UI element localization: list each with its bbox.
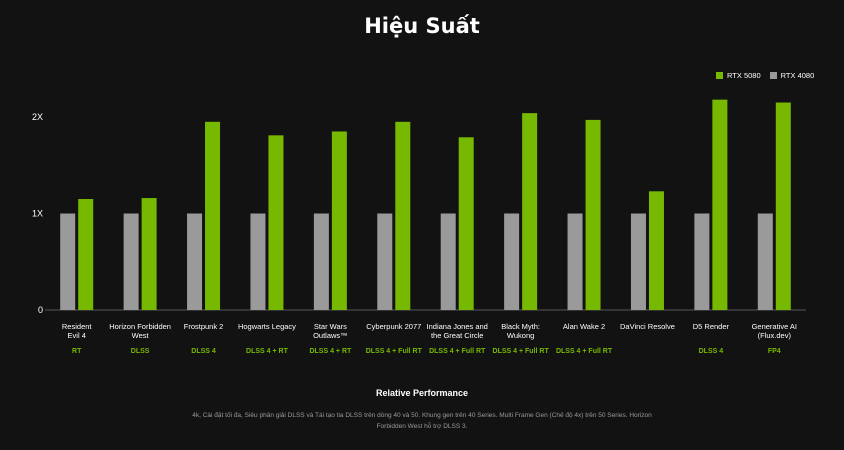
- tech-label: DLSS 4: [191, 348, 216, 355]
- x-tick-label: DaVinci Resolve: [620, 322, 675, 331]
- bar-rtx5080: [268, 135, 284, 310]
- chart-title: Hiệu Suất: [364, 14, 480, 38]
- legend-item-rtx5080: RTX 5080: [716, 71, 761, 80]
- bar-rtx4080: [694, 213, 710, 310]
- legend-swatch-rtx5080: [716, 72, 723, 79]
- tech-label: DLSS 4: [699, 348, 724, 355]
- x-tick-label: Black Myth: Wukong: [501, 322, 540, 340]
- bar-rtx5080: [712, 99, 728, 310]
- x-tick-label: Alan Wake 2: [563, 322, 605, 331]
- bar-rtx5080: [585, 119, 601, 311]
- bar-rtx4080: [440, 213, 456, 310]
- bar-rtx4080: [187, 213, 203, 310]
- tech-label: RT: [72, 348, 82, 355]
- bar-rtx5080: [141, 198, 157, 310]
- legend: RTX 5080 RTX 4080: [716, 71, 814, 80]
- bar-rtx4080: [757, 213, 773, 310]
- tech-label: DLSS 4 + RT: [309, 348, 352, 355]
- bar-rtx5080: [458, 137, 474, 310]
- bar-rtx4080: [630, 213, 646, 310]
- tech-label: DLSS 4 + Full RT: [429, 348, 486, 355]
- x-tick-label: Generative AI (Flux.dev): [752, 322, 797, 340]
- y-tick-label: 0: [38, 305, 43, 315]
- bar-rtx4080: [313, 213, 329, 310]
- x-tick-label: Resident Evil 4: [62, 322, 93, 340]
- footnote: 4k, Cài đặt tối đa, Siêu phân giải DLSS …: [192, 412, 652, 430]
- x-tick-label: Star Wars Outlaws™: [313, 322, 348, 340]
- bar-rtx4080: [377, 213, 393, 310]
- bar-rtx5080: [522, 113, 538, 310]
- bar-rtx5080: [775, 102, 791, 311]
- tech-label: DLSS 4 + Full RT: [366, 348, 423, 355]
- bar-rtx5080: [395, 121, 411, 310]
- x-tick-label: Horizon Forbidden West: [109, 322, 171, 340]
- bar-rtx4080: [123, 213, 139, 310]
- x-tick-label: Indiana Jones and the Great Circle: [427, 322, 488, 340]
- bar-rtx5080: [78, 199, 94, 310]
- tech-label: DLSS 4 + RT: [246, 348, 289, 355]
- legend-label-rtx5080: RTX 5080: [727, 71, 761, 80]
- legend-label-rtx4080: RTX 4080: [780, 71, 815, 80]
- legend-swatch-rtx4080: [769, 72, 777, 79]
- bar-rtx4080: [60, 213, 76, 310]
- y-tick-label: 2X: [32, 112, 43, 122]
- tech-label: DLSS 4 + Full RT: [493, 348, 550, 355]
- x-tick-label: D5 Render: [693, 322, 730, 331]
- x-tick-label: Cyberpunk 2077: [366, 322, 421, 331]
- x-axis-caption: Relative Performance: [375, 388, 469, 398]
- bar-rtx5080: [648, 191, 664, 310]
- bar-rtx5080: [205, 121, 221, 310]
- bar-rtx5080: [331, 131, 347, 310]
- legend-item-rtx4080: RTX 4080: [769, 71, 815, 80]
- y-tick-label: 1X: [32, 209, 43, 219]
- bar-rtx4080: [504, 213, 520, 310]
- bar-rtx4080: [250, 213, 266, 310]
- x-tick-label: Frostpunk 2: [184, 322, 224, 331]
- bar-rtx4080: [567, 213, 583, 310]
- tech-label: DLSS 4 + Full RT: [556, 348, 613, 355]
- tech-label: DLSS: [131, 348, 150, 355]
- x-tick-label: Hogwarts Legacy: [238, 322, 296, 331]
- tech-label: FP4: [768, 348, 781, 355]
